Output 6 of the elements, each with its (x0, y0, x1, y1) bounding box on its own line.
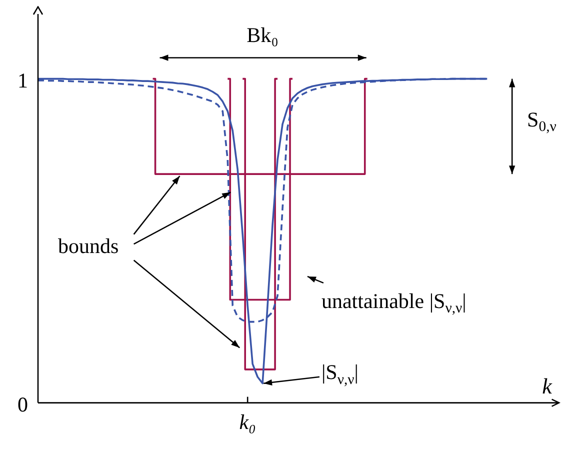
y-tick-label: 1 (18, 68, 28, 92)
annotation: Bk₀ (246, 23, 278, 48)
y-tick-label: 0 (18, 392, 28, 416)
x-axis-title: k (542, 374, 554, 399)
x-tick-label: k₀ (239, 410, 256, 434)
annotation: bounds (58, 234, 119, 258)
